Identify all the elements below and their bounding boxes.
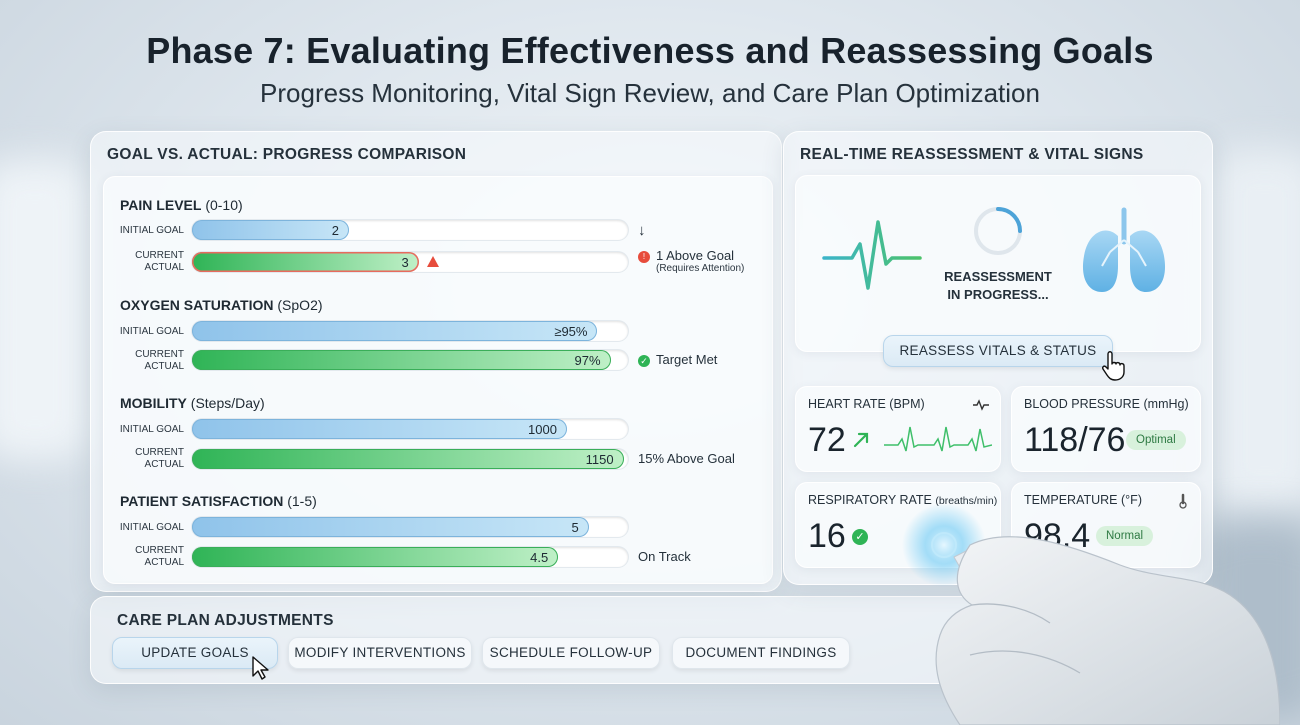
mouse-cursor-icon	[252, 656, 269, 680]
temperature-label: TEMPERATURE (°F)	[1024, 493, 1142, 507]
metric-title: PAIN LEVEL (0-10)	[120, 197, 243, 213]
actual-bar-track: 1150	[192, 449, 628, 469]
actual-value: 3	[401, 255, 409, 270]
vitals-panel-title: REAL-TIME REASSESSMENT & VITAL SIGNS	[800, 146, 1144, 163]
care-plan-title: CARE PLAN ADJUSTMENTS	[117, 612, 334, 629]
background-window	[0, 160, 90, 460]
temperature-card: TEMPERATURE (°F) 98.4 Normal	[1011, 482, 1201, 568]
actual-value: 97%	[574, 353, 601, 368]
metric-pain-level: PAIN LEVEL (0-10) INITIAL GOAL 2 ↓ CURRE…	[104, 177, 772, 277]
heartbeat-wave-icon	[822, 220, 922, 290]
alert-icon: !	[638, 250, 650, 263]
satisfaction-status: On Track	[638, 549, 691, 564]
optimal-badge: Optimal	[1126, 430, 1186, 450]
document-findings-button[interactable]: DOCUMENT FINDINGS	[672, 637, 850, 669]
trend-down-icon: ↓	[638, 222, 646, 239]
page-subtitle: Progress Monitoring, Vital Sign Review, …	[260, 78, 1040, 108]
check-icon: ✓	[638, 354, 650, 367]
actual-bar-fill: 97%	[192, 350, 611, 370]
initial-goal-label: INITIAL GOAL	[119, 326, 184, 337]
schedule-follow-up-button[interactable]: SCHEDULE FOLLOW-UP	[482, 637, 660, 669]
background-window	[1210, 150, 1300, 510]
goal-bar-track: ≥95%	[192, 321, 628, 341]
oxygen-status: ✓ Target Met	[638, 352, 717, 367]
goal-value: ≥95%	[554, 324, 588, 339]
thermometer-icon	[1179, 493, 1187, 509]
goal-value: 2	[331, 223, 339, 238]
progress-panel: GOAL VS. ACTUAL: PROGRESS COMPARISON PAI…	[90, 131, 782, 592]
warning-triangle-icon	[427, 256, 439, 267]
actual-value: 1150	[585, 452, 614, 467]
goal-bar-track: 5	[192, 517, 628, 537]
current-actual-label: CURRENT ACTUAL	[135, 447, 184, 470]
actual-bar-track: 3	[192, 252, 628, 272]
lungs-icon	[1082, 207, 1166, 292]
initial-goal-label: INITIAL GOAL	[119, 225, 184, 236]
actual-value: 4.5	[530, 550, 549, 565]
metric-patient-satisfaction: PATIENT SATISFACTION (1-5) INITIAL GOAL …	[104, 473, 772, 573]
progress-panel-title: GOAL VS. ACTUAL: PROGRESS COMPARISON	[107, 146, 467, 163]
goal-value: 1000	[528, 422, 557, 437]
normal-badge: Normal	[1096, 526, 1154, 546]
vitals-panel: REAL-TIME REASSESSMENT & VITAL SIGNS REA…	[783, 131, 1213, 585]
page-title: Phase 7: Evaluating Effectiveness and Re…	[146, 30, 1154, 71]
gloved-hand-stylus-illustration	[902, 505, 1280, 725]
reassess-vitals-button[interactable]: REASSESS VITALS & STATUS	[883, 335, 1113, 367]
initial-goal-label: INITIAL GOAL	[119, 522, 184, 533]
metric-title: MOBILITY (Steps/Day)	[120, 395, 265, 411]
blood-pressure-card: BLOOD PRESSURE (mmHg) 118/76 Optimal	[1011, 386, 1201, 472]
goal-bar-track: 2	[192, 220, 628, 240]
metric-oxygen-saturation: OXYGEN SATURATION (SpO2) INITIAL GOAL ≥9…	[104, 277, 772, 377]
update-goals-button[interactable]: UPDATE GOALS	[112, 637, 278, 669]
respiratory-rate-label: RESPIRATORY RATE (breaths/min)	[808, 493, 998, 507]
reassessment-card: REASSESSMENT IN PROGRESS...	[795, 175, 1201, 352]
metric-title: PATIENT SATISFACTION (1-5)	[120, 493, 317, 509]
blood-pressure-value: 118/76	[1024, 421, 1126, 459]
heart-rate-label: HEART RATE (BPM)	[808, 397, 925, 411]
current-actual-label: CURRENT ACTUAL	[135, 545, 184, 568]
initial-goal-label: INITIAL GOAL	[119, 424, 184, 435]
actual-bar-track: 97%	[192, 350, 628, 370]
ecg-trace-icon	[884, 426, 992, 452]
goal-bar-fill: 2	[192, 220, 349, 240]
actual-bar-fill: 3	[192, 252, 419, 272]
mobility-status: 15% Above Goal	[638, 451, 735, 466]
progress-card: PAIN LEVEL (0-10) INITIAL GOAL 2 ↓ CURRE…	[103, 176, 773, 584]
heart-rate-value: 72	[808, 421, 846, 459]
actual-bar-fill: 1150	[192, 449, 624, 469]
trend-up-icon	[853, 432, 869, 448]
modify-interventions-button[interactable]: MODIFY INTERVENTIONS	[288, 637, 472, 669]
goal-value: 5	[571, 520, 579, 535]
respiratory-rate-value: 16	[808, 517, 846, 555]
goal-bar-fill: 1000	[192, 419, 567, 439]
pain-status: ! 1 Above Goal (Requires Attention)	[638, 248, 744, 274]
goal-bar-fill: 5	[192, 517, 589, 537]
current-actual-label: CURRENT ACTUAL	[135, 250, 184, 273]
blood-pressure-label: BLOOD PRESSURE (mmHg)	[1024, 397, 1189, 411]
goal-bar-track: 1000	[192, 419, 628, 439]
metric-title: OXYGEN SATURATION (SpO2)	[120, 297, 323, 313]
current-actual-label: CURRENT ACTUAL	[135, 349, 184, 372]
pulse-icon	[973, 399, 989, 411]
actual-bar-fill: 4.5	[192, 547, 559, 567]
reassessment-status-text: REASSESSMENT IN PROGRESS...	[944, 269, 1052, 302]
metric-mobility: MOBILITY (Steps/Day) INITIAL GOAL 1000 C…	[104, 375, 772, 475]
heart-rate-card: HEART RATE (BPM) 72	[795, 386, 1001, 472]
hand-pointer-icon	[1102, 351, 1125, 381]
loading-spinner-icon	[974, 207, 1022, 255]
actual-bar-track: 4.5	[192, 547, 628, 567]
check-icon: ✓	[852, 529, 868, 545]
goal-bar-fill: ≥95%	[192, 321, 598, 341]
